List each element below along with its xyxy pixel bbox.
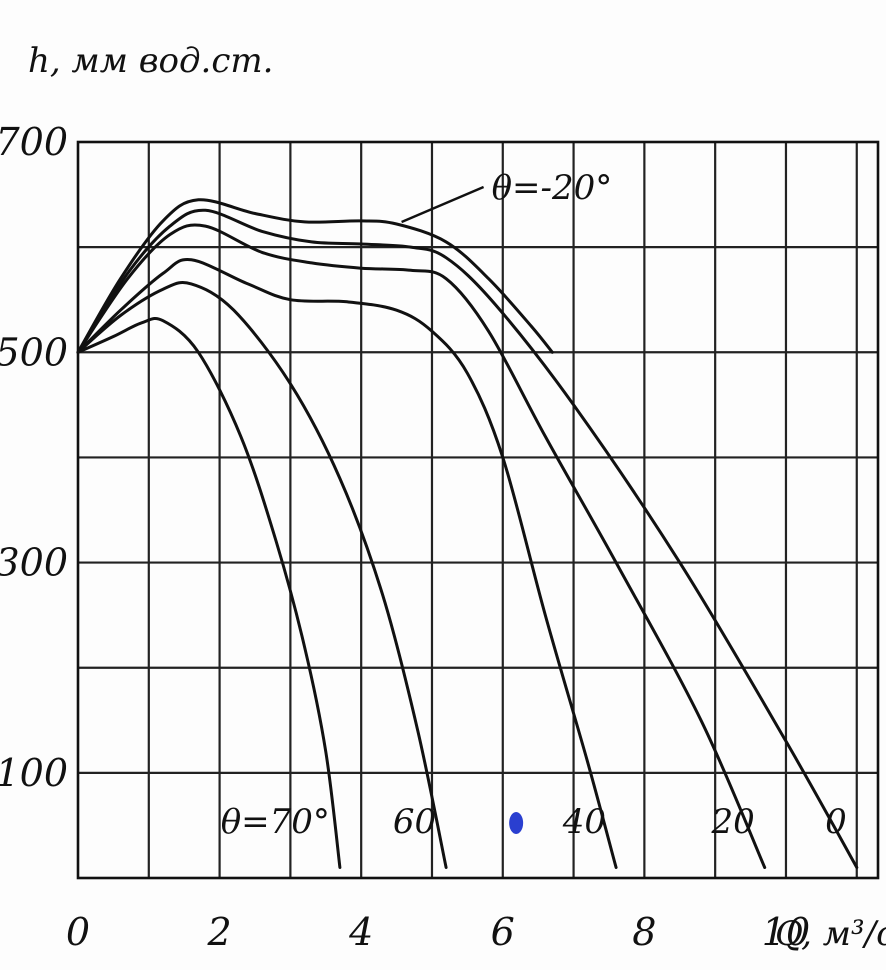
x-tick-label: 6 [491,910,515,954]
curves [76,198,859,869]
curve-label: 60 [393,802,436,842]
annotation-leader-line [401,185,485,224]
x-tick-label: 8 [632,910,656,954]
curve-label: θ=70° [221,802,330,842]
x-tick-label: 2 [206,910,231,954]
series-line-70 [76,317,342,869]
curve-label: 20 [710,802,754,842]
tick-labels: 0 2 4 6 8 10 100 300 500 700 [0,120,810,954]
series-line-0 [76,208,859,869]
curve-label: θ=-20° [492,168,613,208]
series-line-20 [76,223,767,869]
y-axis-label: h, мм вод.ст. [28,41,273,81]
curve-label: 40 [562,802,606,842]
plot-frame [76,140,880,880]
x-axis-label: Q, м³/с [775,914,886,954]
curve-label: 0 [825,802,847,842]
annotations: θ=-20° θ=70° 60 40 20 0 [221,168,847,842]
series-line-60 [76,281,448,869]
y-tick-label: 300 [0,541,68,585]
series-line-minus-20 [76,198,554,354]
x-tick-label: 0 [66,910,90,954]
grid [76,140,880,880]
x-tick-label: 10 [762,910,810,954]
ink-mark [509,812,524,834]
y-tick-label: 500 [0,330,68,374]
x-tick-label: 4 [348,910,373,954]
y-tick-label: 100 [0,751,68,795]
y-tick-label: 700 [0,120,68,164]
series-line-40 [76,258,618,869]
